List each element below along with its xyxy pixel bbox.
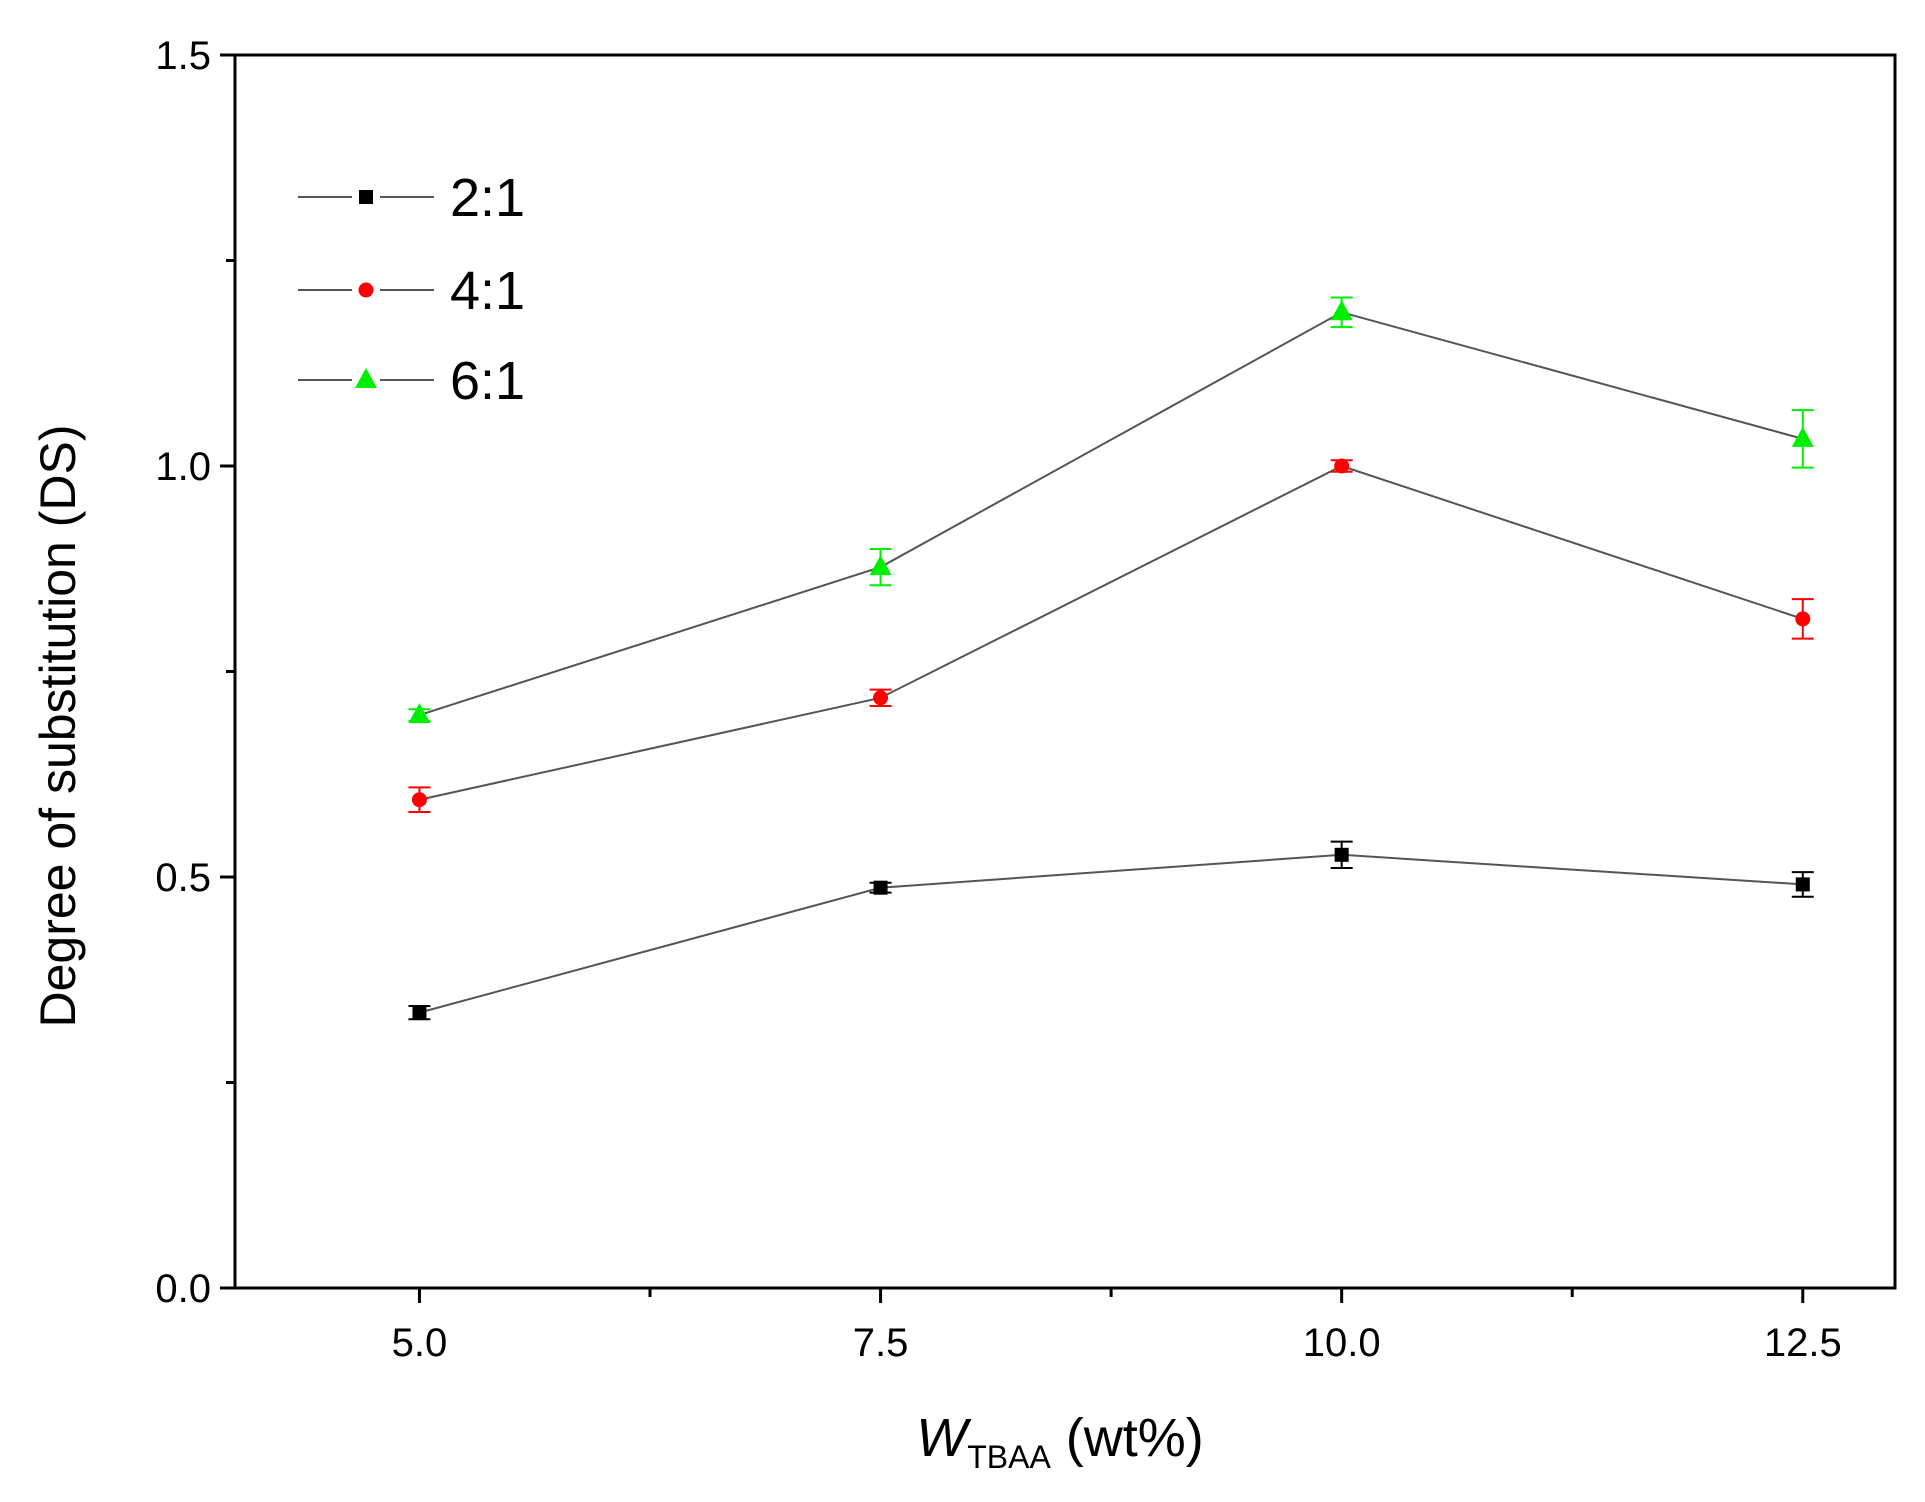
plot-frame	[233, 53, 1897, 1290]
series-line	[419, 853, 1803, 1014]
series-6-1	[408, 296, 1814, 724]
series-4-1	[408, 458, 1814, 814]
legend-label: 6:1	[450, 351, 525, 411]
legend-item: 2:1	[298, 168, 525, 228]
data-point	[1795, 877, 1810, 892]
data-point	[1334, 458, 1350, 474]
legend-marker	[358, 282, 374, 298]
series-2-1	[408, 840, 1814, 1021]
legend-marker	[355, 368, 377, 388]
legend-label: 4:1	[450, 261, 525, 321]
series-line	[419, 464, 1804, 801]
x-tick-label: 5.0	[392, 1321, 448, 1365]
x-axis-title-unit: (wt%)	[1051, 1408, 1204, 1468]
y-tick-label: 1.0	[155, 445, 211, 489]
legend-marker	[359, 190, 373, 204]
data-point	[869, 555, 892, 576]
data-point	[873, 880, 888, 895]
x-tick-label: 7.5	[853, 1321, 909, 1365]
data-point	[411, 792, 427, 808]
series-line	[419, 311, 1804, 717]
data-point	[1330, 300, 1353, 321]
plot-border	[233, 53, 1897, 1290]
legend-label: 2:1	[450, 168, 525, 228]
x-axis-title: WTBAA (wt%)	[916, 1408, 1204, 1475]
legend: 2:1 4:1 6:1	[298, 168, 525, 411]
legend-item: 6:1	[298, 351, 525, 411]
x-tick-label: 10.0	[1303, 1321, 1381, 1365]
y-tick-label: 1.5	[155, 34, 211, 78]
x-axis-title-subscript: TBAA	[967, 1439, 1051, 1475]
y-tick-label: 0.5	[155, 856, 211, 900]
data-point	[1334, 847, 1349, 862]
data-point	[1795, 611, 1811, 627]
data-point	[408, 703, 431, 724]
series-layer	[408, 296, 1814, 1021]
x-axis-title-variable: W	[916, 1408, 972, 1468]
data-point	[412, 1005, 427, 1020]
x-tick-label: 12.5	[1764, 1321, 1842, 1365]
data-point	[1791, 426, 1814, 447]
y-axis-ticks: 0.0 0.5 1.0 1.5	[155, 34, 235, 1311]
y-axis-title: Degree of substitution (DS)	[30, 424, 86, 1027]
legend-item: 4:1	[298, 261, 525, 321]
y-tick-label: 0.0	[155, 1267, 211, 1311]
x-axis-ticks: 5.0 7.5 10.0 12.5	[392, 1288, 1842, 1365]
data-point	[873, 690, 889, 706]
